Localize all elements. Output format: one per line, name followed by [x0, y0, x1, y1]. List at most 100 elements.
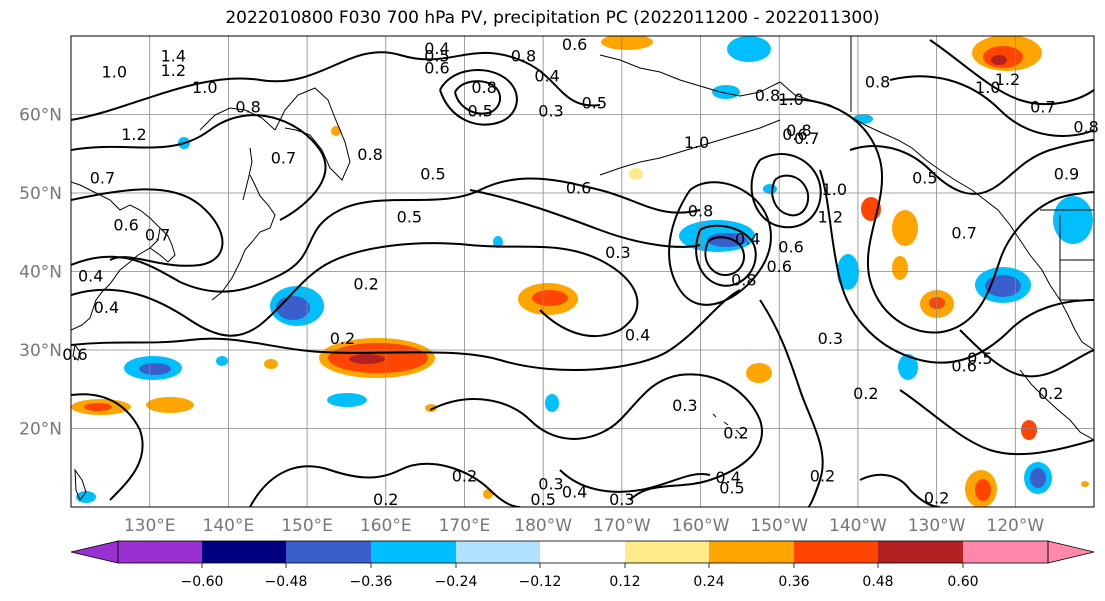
- contour-label: 1.4: [161, 47, 186, 66]
- contour-label: 0.2: [1038, 384, 1063, 403]
- precip-negative-area: [837, 254, 859, 290]
- precip-positive-area: [975, 479, 991, 501]
- colorbar-tick-label: −0.48: [265, 574, 308, 590]
- pv-contour: [889, 75, 1094, 137]
- pv-contour: [779, 98, 1094, 334]
- precip-negative-area: [76, 491, 96, 503]
- contour-label: 0.3: [672, 396, 697, 415]
- contour-label: 0.7: [271, 149, 296, 168]
- pv-contour: [899, 389, 1094, 456]
- latitude-label: 30°N: [19, 341, 62, 361]
- colorbar-tick-label: 0.24: [693, 574, 724, 590]
- colorbar-tick-label: 0.12: [609, 574, 640, 590]
- contour-label: 0.8: [235, 98, 260, 117]
- contour-label: 0.2: [353, 274, 378, 293]
- contour-label: 0.6: [113, 215, 138, 234]
- contour-label: 1.0: [778, 90, 803, 109]
- contour-label: 0.6: [562, 35, 587, 54]
- precip-negative-area: [898, 354, 918, 380]
- contour-label: 0.2: [853, 384, 878, 403]
- contour-label: 1.0: [102, 62, 127, 81]
- contour-label: 1.2: [121, 125, 146, 144]
- pv-contours: [71, 39, 1094, 507]
- contour-label: 0.3: [605, 243, 630, 262]
- colorbar-segment: [540, 541, 625, 563]
- latitude-label: 60°N: [19, 106, 62, 126]
- contour-label: 0.6: [951, 357, 976, 376]
- precip-positive-area: [892, 210, 918, 246]
- pv-contour: [439, 69, 518, 126]
- contour-label: 0.7: [145, 226, 170, 245]
- colorbar-tick-label: 0.36: [778, 574, 809, 590]
- pv-contour: [668, 181, 772, 306]
- contour-label: 0.5: [912, 168, 937, 187]
- contour-labels: 1.01.41.21.01.20.80.70.7 0.80.40.50.60.80…: [62, 35, 1099, 509]
- contour-label: 0.4: [625, 325, 650, 344]
- contour-label: 0.5: [467, 102, 492, 121]
- pv-contour: [249, 462, 521, 507]
- pv-contour: [849, 139, 1094, 195]
- contour-label: 0.6: [424, 58, 449, 77]
- longitude-label: 130°W: [908, 516, 966, 536]
- contour-label: 1.2: [995, 70, 1020, 89]
- contour-label: 0.8: [865, 73, 890, 92]
- precip-negative-area: [853, 114, 873, 124]
- colorbar-segment: [118, 541, 202, 563]
- contour-label: 0.4: [424, 39, 449, 58]
- longitude-label: 120°W: [986, 516, 1044, 536]
- contour-label: 1.0: [822, 180, 847, 199]
- contour-label: 0.6: [767, 257, 792, 276]
- contour-label: 0.2: [723, 423, 748, 442]
- graticule: [71, 36, 1094, 507]
- border-canada-us: [1040, 209, 1094, 301]
- pv-contour: [750, 153, 822, 229]
- colorbar-segment: [456, 541, 540, 563]
- precip-positive-area: [349, 354, 385, 364]
- colorbar-segment: [878, 541, 963, 563]
- coastline-baja: [1019, 369, 1094, 441]
- pv-contour: [771, 174, 810, 217]
- longitude-label: 160°E: [360, 516, 412, 536]
- contour-label: 0.5: [719, 478, 744, 497]
- colorbar-tick-label: −0.36: [350, 574, 393, 590]
- colorbar-segment: [709, 541, 794, 563]
- precip-negative-area: [1053, 196, 1093, 244]
- contour-label: 0.2: [452, 467, 477, 486]
- precip-negative-area: [276, 296, 310, 320]
- contour-label: 1.0: [192, 78, 217, 97]
- colorbar: −0.60 −0.48 −0.36 −0.24 −0.12 0.12 0.24 0.36 0.4…: [70, 540, 1095, 590]
- pv-contour: [71, 114, 327, 221]
- colorbar-tick-label: 0.60: [947, 574, 978, 590]
- pv-contour: [695, 224, 757, 287]
- pv-contour: [71, 177, 701, 293]
- pv-contour: [454, 80, 502, 115]
- precip-negative-area: [763, 184, 777, 194]
- colorbar-segment: [625, 541, 709, 563]
- contour-label: 0.5: [967, 349, 992, 368]
- precip-negative-area: [985, 275, 1021, 297]
- precip-negative-area: [493, 236, 503, 248]
- contour-label: 0.2: [810, 467, 835, 486]
- contour-label: 0.3: [609, 490, 634, 509]
- contour-label: 0.7: [794, 129, 819, 148]
- precip-positive-area: [1081, 481, 1089, 487]
- contour-label: 0.4: [534, 66, 559, 85]
- contour-label: 0.8: [511, 47, 536, 66]
- coastline-okhotsk: [199, 107, 276, 131]
- contour-label: 0.3: [818, 329, 843, 348]
- contour-label: 0.6: [62, 345, 87, 364]
- precip-negative-area: [1030, 468, 1046, 488]
- latitude-label: 20°N: [19, 420, 62, 440]
- contour-label: 0.6: [782, 125, 807, 144]
- colorbar-tick-label: −0.12: [519, 574, 562, 590]
- longitude-label: 150°E: [281, 516, 333, 536]
- contour-label: 0.8: [1073, 117, 1098, 136]
- precip-negative-area: [545, 394, 559, 412]
- contour-label: 0.2: [924, 489, 949, 508]
- precip-positive-area: [601, 36, 653, 50]
- contour-label: 1.0: [684, 133, 709, 152]
- longitude-label: 170°W: [593, 516, 651, 536]
- longitude-label: 150°W: [750, 516, 808, 536]
- pv-contour: [929, 39, 1094, 106]
